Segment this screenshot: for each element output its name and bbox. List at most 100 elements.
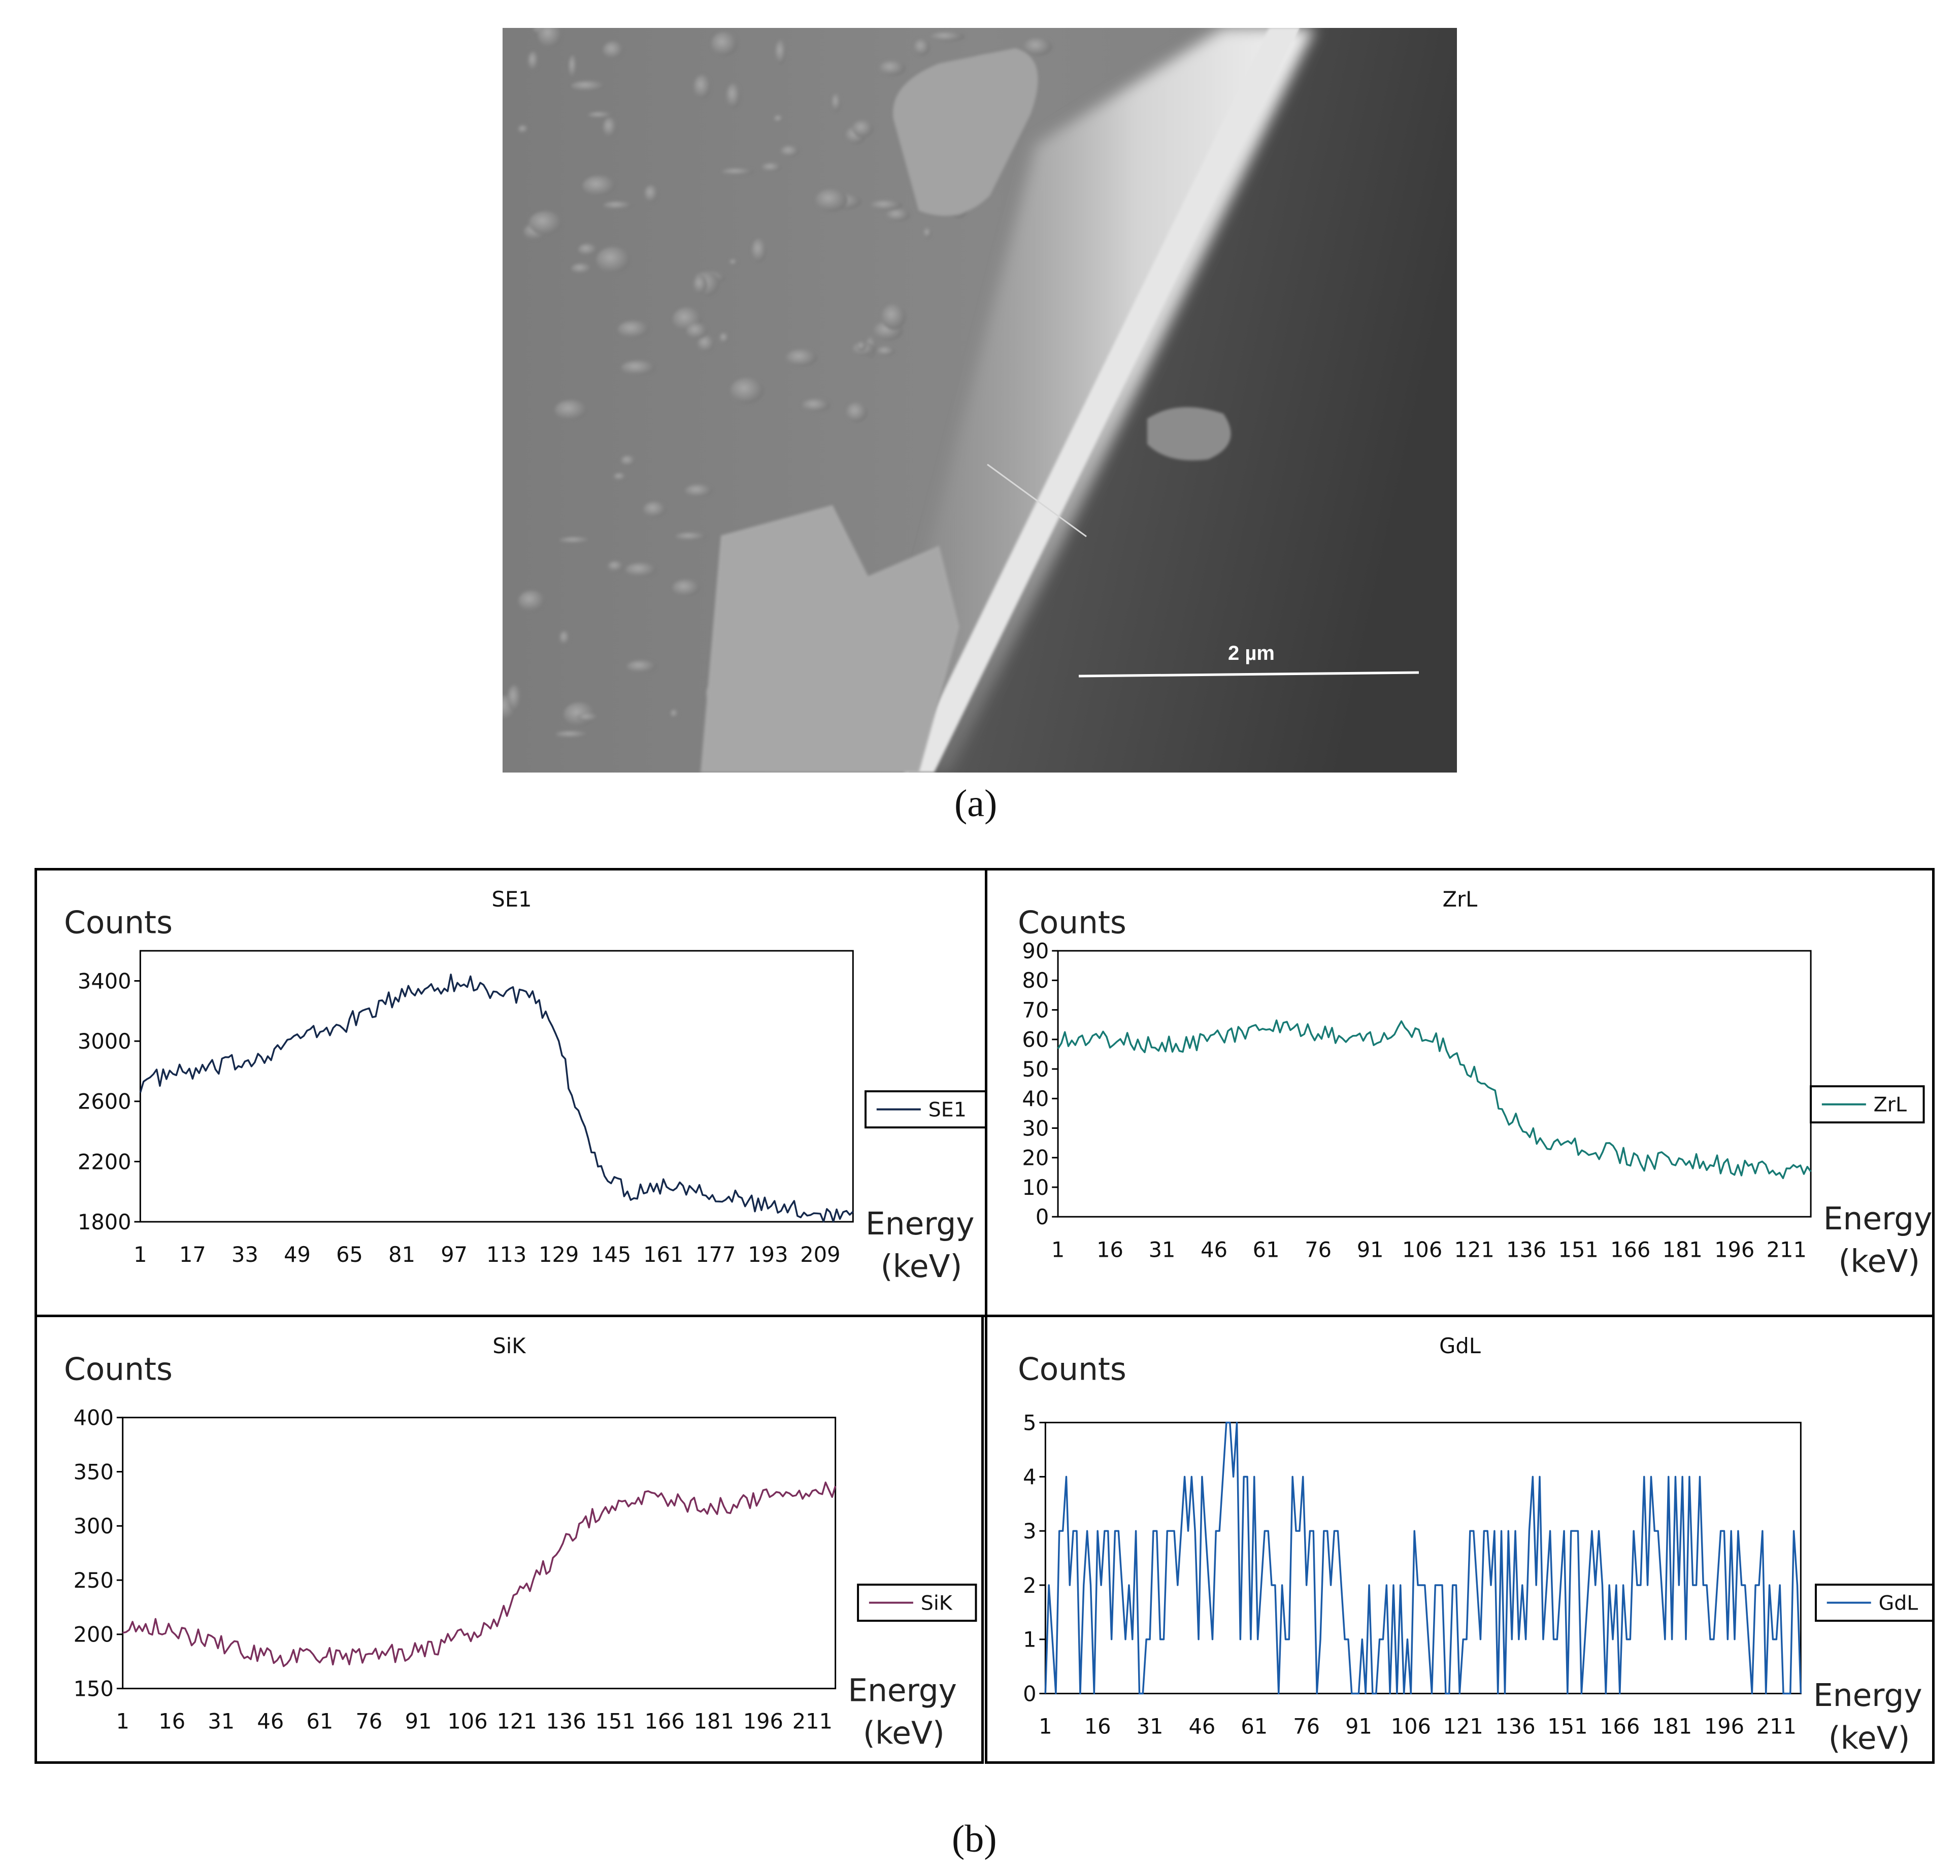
- chart-zrl-ytick-label: 40: [1022, 1086, 1049, 1111]
- sem-surface-particle: [693, 275, 707, 294]
- chart-sik-xlabel: Energy: [848, 1672, 957, 1708]
- chart-gdl-xtick-label: 151: [1547, 1714, 1587, 1739]
- chart-gdl-xtick-label: 121: [1443, 1714, 1483, 1739]
- sem-surface-particle: [538, 28, 562, 48]
- chart-sik-series-line: [122, 1481, 837, 1667]
- chart-sik-ytick-label: 200: [74, 1622, 114, 1647]
- sem-surface-particle: [670, 709, 679, 718]
- sem-surface-particle: [571, 263, 592, 274]
- chart-sik-xtick-label: 136: [546, 1709, 586, 1734]
- sem-surface-particle: [604, 201, 633, 210]
- sem-surface-particle: [685, 484, 713, 497]
- chart-zrl-xtick-label: 121: [1454, 1237, 1494, 1262]
- chart-gdl-xtick-label: 196: [1704, 1714, 1744, 1739]
- chart-zrl-ylabel: Counts: [1018, 905, 1126, 941]
- chart-gdl-xtick-label: 136: [1495, 1714, 1535, 1739]
- chart-gdl-legend-label: GdL: [1879, 1591, 1918, 1615]
- chart-sik-xtick-label: 181: [694, 1709, 734, 1734]
- chart-se1-xtick-label: 49: [284, 1242, 311, 1267]
- chart-gdl-panel: GdL Counts 0 1 2 3 4 5 1 16 31 46 61 76 91 106 121 136 151…: [985, 1315, 1935, 1764]
- chart-zrl-xtick-label: 61: [1253, 1237, 1280, 1262]
- chart-zrl-ytick-label: 70: [1022, 997, 1049, 1022]
- sem-surface-particle: [686, 323, 708, 339]
- sem-surface-particle: [555, 399, 588, 420]
- chart-se1-legend-label: SE1: [928, 1098, 967, 1121]
- chart-zrl: ZrL Counts 0 10 20 30 40 50 60 70 80 90 1 16 31 46 61 76 9…: [1018, 887, 1932, 1280]
- chart-se1-ylabel: Counts: [64, 905, 173, 941]
- sem-surface-particle: [930, 31, 965, 42]
- chart-se1-ytick-label: 2200: [78, 1149, 131, 1174]
- chart-se1-xtick-label: 129: [539, 1242, 579, 1267]
- chart-sik-xtick-label: 211: [792, 1709, 833, 1734]
- sem-surface-particle: [577, 713, 599, 722]
- sem-surface-particle: [529, 211, 562, 235]
- sem-surface-particle: [508, 685, 521, 711]
- chart-gdl-ytick-label: 1: [1023, 1627, 1036, 1652]
- chart-zrl-ytick-label: 30: [1022, 1116, 1049, 1141]
- chart-zrl-xtick-label: 46: [1201, 1237, 1227, 1262]
- chart-sik-xtick-label: 166: [645, 1709, 685, 1734]
- sem-surface-particle: [881, 304, 906, 330]
- chart-zrl-xtick-label: 211: [1767, 1237, 1807, 1262]
- sem-surface-particle: [518, 590, 545, 611]
- sem-surface-particle: [761, 162, 782, 172]
- sem-surface-particle: [603, 117, 617, 138]
- chart-sik-xtick-label: 76: [356, 1709, 383, 1734]
- chart-se1-xtick-label: 145: [591, 1242, 631, 1267]
- chart-se1-ytick-label: 3400: [78, 968, 131, 993]
- chart-zrl-xtick-label: 16: [1097, 1237, 1123, 1262]
- chart-gdl-xtick-label: 211: [1756, 1714, 1797, 1739]
- chart-se1-xlabel: Energy: [866, 1206, 975, 1242]
- sem-surface-particle: [877, 346, 895, 356]
- chart-gdl-series-line: [1044, 1421, 1802, 1695]
- sem-surface-particle: [923, 227, 932, 239]
- sem-surface-particle: [775, 40, 786, 65]
- chart-zrl-title: ZrL: [1443, 887, 1478, 912]
- chart-zrl-xtick-label: 31: [1149, 1237, 1176, 1262]
- chart-gdl-ylabel: Counts: [1018, 1352, 1126, 1388]
- sem-surface-particle: [886, 208, 910, 222]
- sem-surface-particle: [815, 189, 848, 212]
- chart-sik-legend-label: SiK: [921, 1591, 953, 1615]
- chart-sik-xtick-label: 31: [208, 1709, 235, 1734]
- chart-se1-ytick-label: 2600: [78, 1089, 131, 1114]
- sem-surface-particle: [618, 320, 650, 339]
- sem-surface-particle: [780, 145, 800, 157]
- chart-gdl-xtick-label: 91: [1345, 1714, 1372, 1739]
- chart-se1-xtick-label: 1: [134, 1242, 147, 1267]
- sem-surface-particle: [914, 39, 930, 56]
- chart-sik-xtick-label: 1: [116, 1709, 129, 1734]
- chart-se1-xtick-label: 17: [179, 1242, 206, 1267]
- chart-se1-xtick-label: 177: [695, 1242, 736, 1267]
- sem-surface-particle: [578, 243, 597, 256]
- chart-zrl-xtick-label: 166: [1610, 1237, 1650, 1262]
- sem-surface-particle: [711, 31, 738, 56]
- sem-surface-particle: [751, 238, 767, 263]
- chart-gdl-xtick-label: 166: [1600, 1714, 1640, 1739]
- chart-sik-ytick-label: 300: [74, 1514, 114, 1538]
- chart-gdl-xtick-label: 61: [1241, 1714, 1268, 1739]
- chart-gdl-title: GdL: [1439, 1333, 1481, 1358]
- sem-surface-particle: [722, 168, 754, 176]
- chart-gdl-plot-area: [1044, 1422, 1802, 1695]
- sem-surface-particle: [608, 560, 624, 572]
- chart-gdl-xtick-label: 46: [1188, 1714, 1215, 1739]
- chart-gdl-ytick-label: 4: [1023, 1464, 1036, 1489]
- chart-zrl-ytick-label: 0: [1036, 1204, 1049, 1229]
- sem-surface-particle: [603, 41, 624, 59]
- chart-zrl-xtick-label: 151: [1558, 1237, 1599, 1262]
- chart-sik-panel: SiK Counts 150 200 250 300 350 400 1 16 31 46 61 76 91…: [35, 1315, 984, 1764]
- chart-sik-ytick-label: 150: [74, 1676, 114, 1701]
- chart-zrl-xtick-label: 136: [1506, 1237, 1546, 1262]
- chart-zrl-xtick-label: 196: [1714, 1237, 1754, 1262]
- sem-surface-particle: [1024, 38, 1052, 56]
- chart-sik-xtick-label: 46: [257, 1709, 284, 1734]
- sem-surface-particle: [879, 60, 906, 76]
- chart-gdl-ytick-label: 2: [1023, 1573, 1036, 1598]
- chart-zrl-ytick-label: 90: [1022, 939, 1049, 963]
- sem-surface-particle: [644, 185, 658, 203]
- chart-se1-panel: SE1 Counts 1800 2200 2600 3000 3400 1 17 33 49 65 81…: [35, 868, 989, 1317]
- sem-micrograph: 2 µm: [503, 28, 1457, 773]
- chart-zrl-ytick-label: 60: [1022, 1027, 1049, 1052]
